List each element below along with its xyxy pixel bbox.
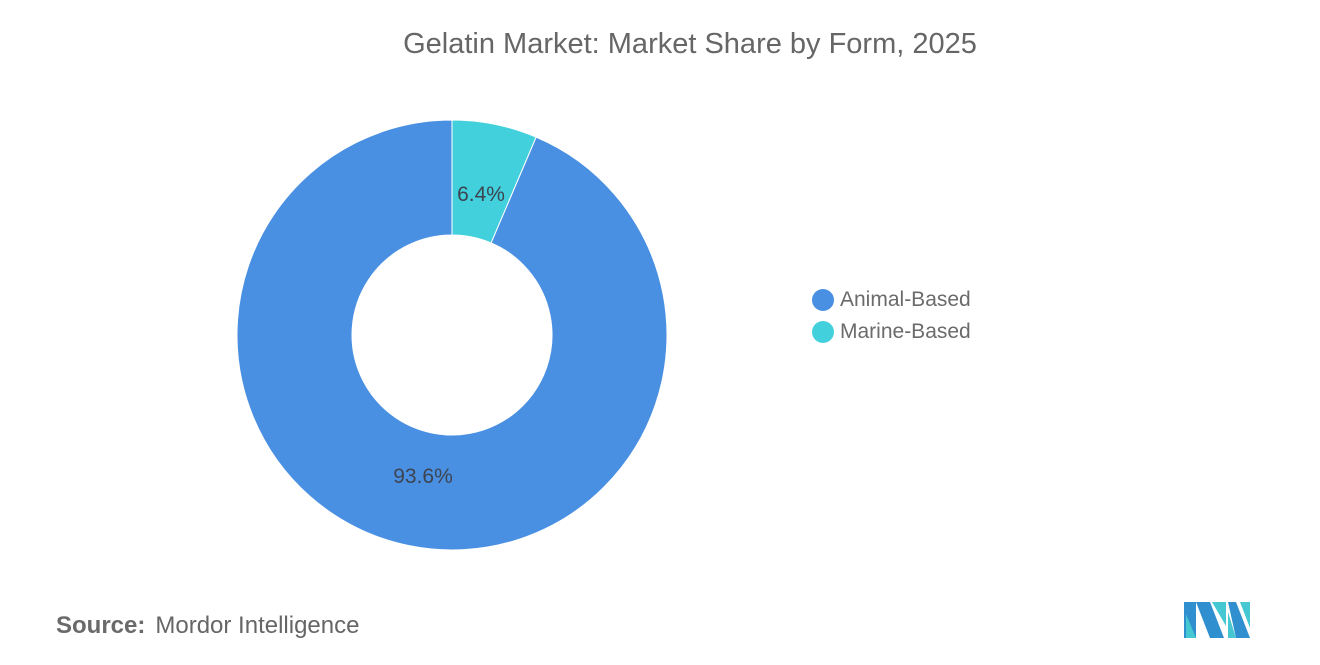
legend-item-marine-based[interactable]: Marine-Based — [812, 316, 971, 348]
legend: Animal-Based Marine-Based — [812, 284, 971, 348]
donut-segment-animal-based[interactable] — [236, 119, 668, 551]
legend-swatch-animal-icon — [812, 289, 834, 311]
donut-segments — [236, 119, 668, 551]
data-label-animal: 93.6% — [393, 465, 453, 488]
data-label-marine: 6.4% — [457, 183, 505, 206]
source-key: Source: — [56, 612, 146, 639]
legend-swatch-marine-icon — [812, 321, 834, 343]
source-value: Mordor Intelligence — [155, 612, 360, 639]
source-note: Source: Mordor Intelligence — [56, 612, 359, 640]
mordor-intelligence-logo-icon — [1184, 602, 1250, 638]
legend-item-animal-based[interactable]: Animal-Based — [812, 284, 971, 316]
legend-label: Animal-Based — [840, 288, 971, 311]
chart-title: Gelatin Market: Market Share by Form, 20… — [403, 28, 977, 60]
legend-label: Marine-Based — [840, 320, 971, 343]
